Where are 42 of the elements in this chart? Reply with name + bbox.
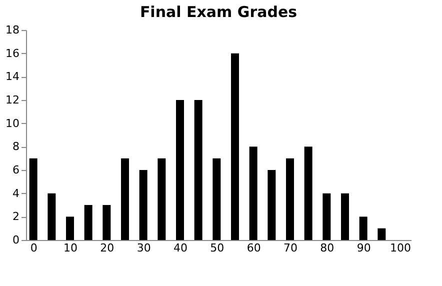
y-tick-label: 4	[12, 186, 20, 200]
y-tick-label: 12	[6, 94, 20, 106]
y-tick-label: 2	[12, 210, 20, 224]
bar	[102, 205, 111, 240]
bar	[139, 170, 148, 240]
bar	[84, 205, 92, 240]
bar	[194, 100, 202, 240]
x-tick-label: 100	[390, 242, 411, 254]
bar	[121, 158, 129, 240]
y-tick-label: 8	[12, 140, 20, 154]
bar	[231, 53, 239, 240]
x-tick-label: 80	[320, 242, 334, 254]
bar	[286, 158, 294, 240]
bar	[378, 228, 386, 240]
bar	[322, 193, 331, 240]
bar	[48, 193, 56, 240]
x-tick-label: 20	[100, 242, 114, 254]
bar	[341, 193, 349, 240]
bar	[268, 170, 276, 240]
bar	[176, 100, 184, 240]
bar	[249, 146, 258, 240]
y-tick-label: 0	[12, 234, 20, 246]
bar	[212, 158, 221, 240]
x-tick-label: 90	[356, 242, 371, 254]
y-tick-label: 18	[6, 24, 20, 36]
y-tick-label: 14	[6, 70, 20, 84]
y-tick-label: 6	[12, 164, 20, 176]
bar	[66, 216, 74, 240]
x-tick-label: 10	[64, 242, 78, 254]
bar	[304, 146, 312, 240]
x-tick-label: 50	[210, 242, 224, 254]
x-tick-label: 70	[284, 242, 298, 254]
x-tick-label: 60	[246, 242, 261, 254]
x-tick-label: 0	[30, 242, 38, 254]
chart-title: Final Exam Grades	[140, 3, 298, 21]
bar	[29, 158, 38, 240]
y-tick-label: 10	[6, 116, 20, 130]
x-tick-label: 40	[174, 242, 188, 254]
bar	[359, 216, 368, 240]
y-tick-label: 16	[6, 46, 20, 60]
bar	[158, 158, 166, 240]
x-tick-label: 30	[136, 242, 151, 254]
